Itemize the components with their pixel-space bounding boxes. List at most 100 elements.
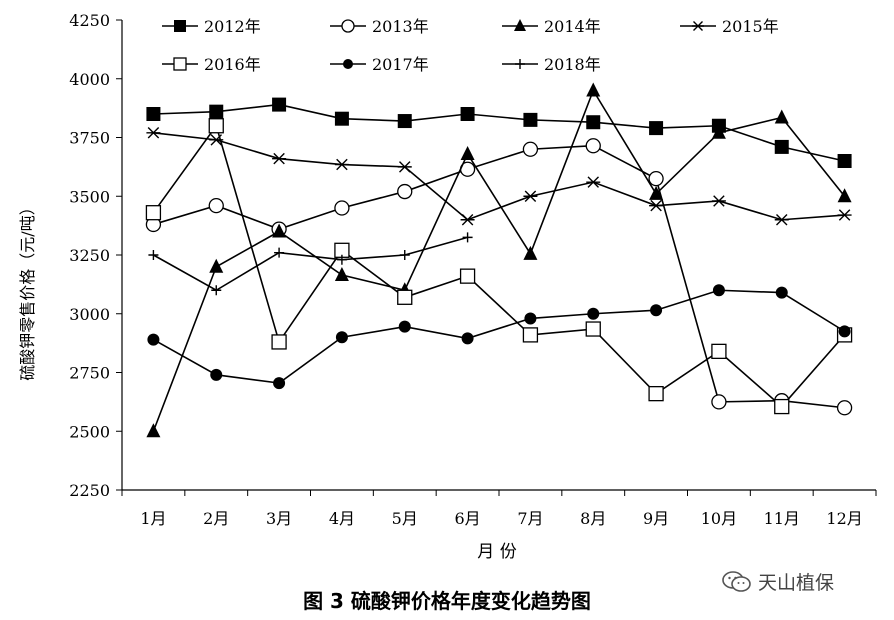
data-point: [774, 109, 789, 124]
legend-item: 2016年: [162, 55, 261, 74]
legend-marker: [692, 21, 704, 31]
data-point: [146, 107, 161, 121]
data-point: [586, 115, 601, 130]
data-point: [460, 107, 475, 121]
y-tick-label: 2500: [69, 422, 110, 441]
data-point: [711, 343, 727, 360]
data-point: [838, 325, 851, 338]
data-point: [585, 138, 601, 154]
y-tick-label: 3000: [69, 305, 110, 324]
data-point: [523, 190, 538, 202]
data-point: [460, 145, 475, 160]
legend-marker: [515, 59, 525, 69]
series-line: [152, 123, 846, 408]
data-point: [775, 286, 788, 299]
data-point: [648, 170, 664, 187]
data-point: [209, 258, 224, 273]
data-point: [208, 197, 224, 214]
data-point: [523, 112, 538, 127]
data-point: [586, 176, 601, 188]
x-tick-label: 1月: [140, 509, 166, 528]
legend-marker: [341, 19, 355, 33]
y-tick-label: 3250: [69, 246, 110, 265]
data-point: [334, 158, 349, 171]
data-point: [398, 320, 411, 333]
data-point: [649, 121, 664, 136]
data-point: [272, 223, 287, 238]
watermark: 天山植保: [722, 568, 834, 595]
data-point: [397, 161, 412, 173]
data-point: [334, 266, 349, 281]
data-point: [210, 368, 223, 381]
x-tick-label: 6月: [454, 509, 480, 528]
data-point: [335, 331, 348, 344]
data-point: [146, 423, 161, 438]
legend-item: 2012年: [162, 17, 261, 36]
data-point: [397, 289, 413, 305]
data-point: [774, 139, 789, 154]
legend-marker: [514, 19, 526, 31]
data-point: [649, 185, 664, 200]
legend-label: 2013年: [372, 17, 429, 36]
figure-caption: 图 3 硫酸钾价格年度变化趋势图: [303, 589, 591, 613]
data-point: [459, 268, 476, 284]
legend-item: 2013年: [330, 17, 429, 36]
series-line: [153, 132, 845, 221]
data-point: [271, 334, 287, 350]
legend-label: 2014年: [544, 17, 601, 36]
data-point: [585, 321, 601, 337]
x-tick-label: 4月: [329, 509, 355, 528]
y-tick-label: 2250: [69, 481, 110, 500]
y-tick-label: 2750: [69, 364, 110, 383]
data-point: [272, 97, 287, 112]
series-line: [153, 103, 845, 162]
legend-label: 2017年: [372, 55, 429, 74]
data-point: [524, 312, 537, 325]
data-point: [334, 111, 349, 126]
legend-label: 2016年: [204, 55, 261, 74]
x-axis-label: 月 份: [477, 542, 516, 562]
data-point: [712, 284, 725, 297]
x-tick-label: 10月: [701, 509, 737, 528]
y-axis-label: 硫酸钾零售价格（元/吨）: [18, 199, 37, 380]
x-tick-label: 9月: [643, 509, 669, 528]
series-line: [153, 144, 845, 409]
series-7: [148, 232, 473, 296]
data-point: [274, 247, 285, 258]
data-point: [649, 199, 664, 212]
series-line: [152, 88, 846, 432]
series-5: [145, 118, 853, 415]
series-6: [147, 284, 851, 390]
data-point: [145, 205, 162, 221]
data-point: [522, 327, 539, 343]
y-tick-label: 3500: [69, 187, 110, 206]
data-point: [272, 152, 287, 165]
data-point: [774, 398, 790, 415]
data-point: [273, 377, 286, 390]
data-point: [397, 114, 412, 129]
data-point: [148, 250, 159, 260]
series-3: [146, 82, 852, 438]
data-point: [586, 82, 601, 97]
legend-marker: [343, 59, 353, 69]
data-point: [208, 118, 224, 134]
legend-label: 2018年: [544, 55, 601, 74]
data-point: [837, 188, 852, 203]
data-point: [774, 214, 789, 226]
x-tick-label: 7月: [517, 509, 543, 528]
series-2: [145, 138, 853, 416]
y-tick-label: 4000: [69, 70, 110, 89]
y-tick-label: 4250: [69, 11, 110, 30]
data-point: [648, 385, 664, 402]
data-point: [837, 154, 852, 168]
legend-item: 2015年: [680, 17, 779, 36]
data-point: [837, 209, 852, 221]
legend-label: 2012年: [204, 17, 261, 36]
x-tick-label: 11月: [764, 509, 800, 528]
data-point: [462, 232, 473, 243]
wechat-icon: [722, 570, 751, 592]
data-point: [461, 332, 474, 345]
legend-label: 2015年: [722, 17, 779, 36]
data-point: [334, 200, 350, 216]
data-point: [399, 250, 410, 260]
